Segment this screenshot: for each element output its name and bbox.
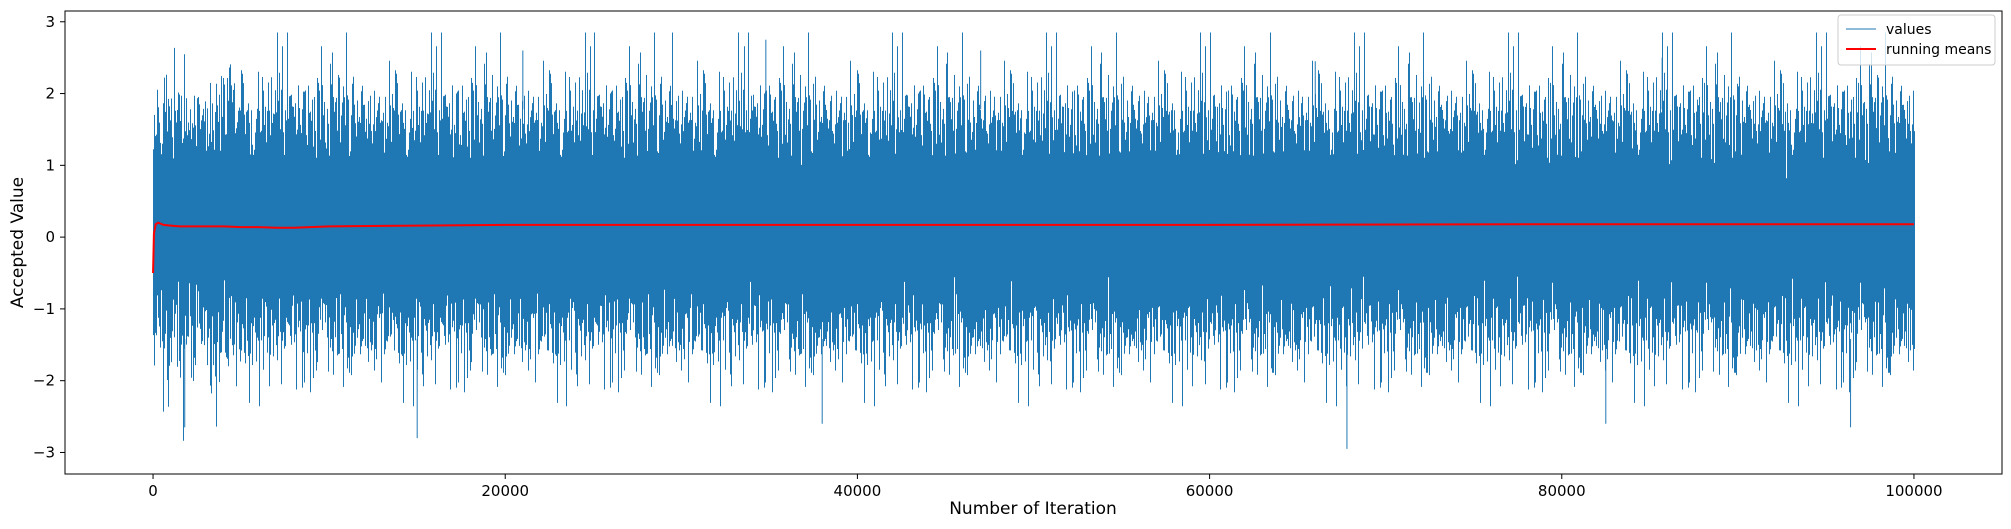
y-tick-label: −2 [33, 372, 55, 390]
y-axis-label: Accepted Value [8, 177, 28, 308]
y-tick-label: 1 [45, 156, 55, 174]
x-tick-label: 20000 [481, 482, 529, 500]
y-tick-label: 2 [45, 85, 55, 103]
x-axis-label: Number of Iteration [949, 499, 1117, 519]
legend-running-means-label: running means [1886, 42, 1991, 58]
plot-area [152, 32, 1915, 449]
axes-frame [64, 10, 2003, 475]
x-tick-label: 100000 [1885, 482, 1942, 500]
legend-values-label: values [1886, 22, 1932, 38]
legend-box [1837, 14, 1996, 66]
x-tick-label: 0 [148, 482, 158, 500]
y-tick-label: −3 [33, 443, 55, 461]
x-tick-label: 40000 [834, 482, 882, 500]
x-tick-label: 60000 [1186, 482, 1234, 500]
x-axis: 0 20000 40000 60000 80000 100000 [148, 474, 1943, 500]
y-tick-label: 3 [45, 13, 55, 31]
y-tick-label: −1 [33, 300, 55, 318]
legend: values running means [1837, 14, 1996, 66]
y-tick-label: 0 [45, 228, 55, 246]
running-means-line [152, 221, 1914, 274]
running-means-series [152, 221, 1914, 274]
x-tick-label: 80000 [1538, 482, 1586, 500]
y-axis: −3 −2 −1 0 1 2 3 [33, 13, 65, 461]
